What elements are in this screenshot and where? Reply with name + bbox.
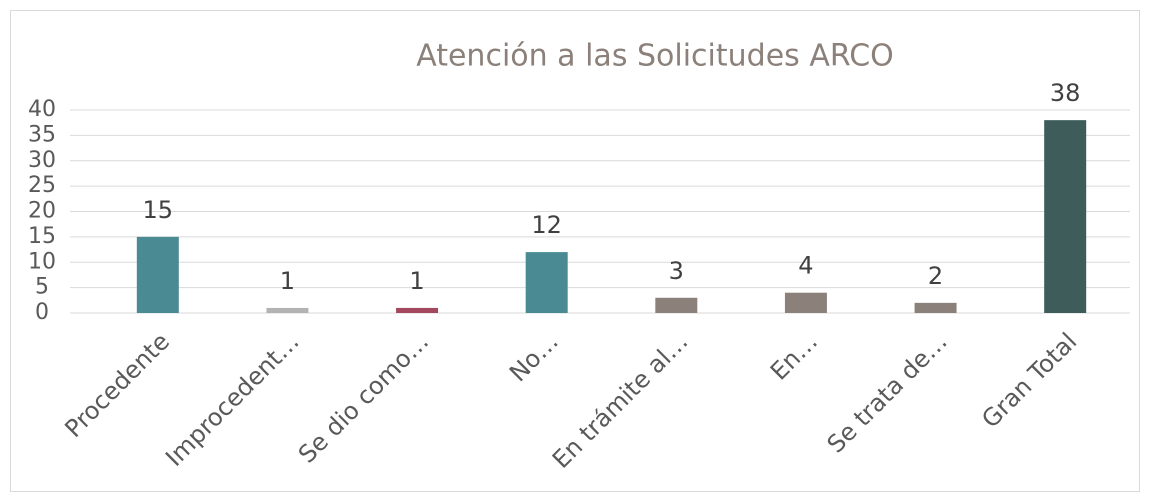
data-label: 1 bbox=[280, 267, 295, 295]
y-tick-label: 15 bbox=[28, 224, 56, 249]
data-label: 12 bbox=[531, 211, 562, 239]
data-label: 38 bbox=[1050, 79, 1081, 107]
y-tick-label: 35 bbox=[28, 122, 56, 147]
data-label: 1 bbox=[409, 267, 424, 295]
y-tick-label: 25 bbox=[28, 173, 56, 198]
bar bbox=[136, 236, 179, 313]
data-label: 4 bbox=[798, 252, 813, 280]
data-label: 15 bbox=[143, 196, 174, 224]
y-tick-label: 20 bbox=[28, 199, 56, 224]
bar bbox=[525, 252, 568, 313]
chart-title: Atención a las Solicitudes ARCO bbox=[416, 39, 894, 74]
y-tick-label: 10 bbox=[28, 249, 56, 274]
bar bbox=[396, 307, 439, 313]
bar bbox=[914, 302, 957, 313]
y-tick-label: 30 bbox=[28, 148, 56, 173]
bar bbox=[784, 292, 827, 313]
bar bbox=[1044, 120, 1087, 314]
bar bbox=[655, 297, 698, 313]
y-tick-label: 5 bbox=[35, 275, 49, 300]
data-label: 3 bbox=[669, 257, 684, 285]
bar bbox=[266, 307, 309, 313]
data-label: 2 bbox=[928, 262, 943, 290]
y-tick-label: 0 bbox=[35, 300, 49, 325]
chart-frame bbox=[10, 10, 1140, 492]
y-tick-label: 40 bbox=[28, 97, 56, 122]
